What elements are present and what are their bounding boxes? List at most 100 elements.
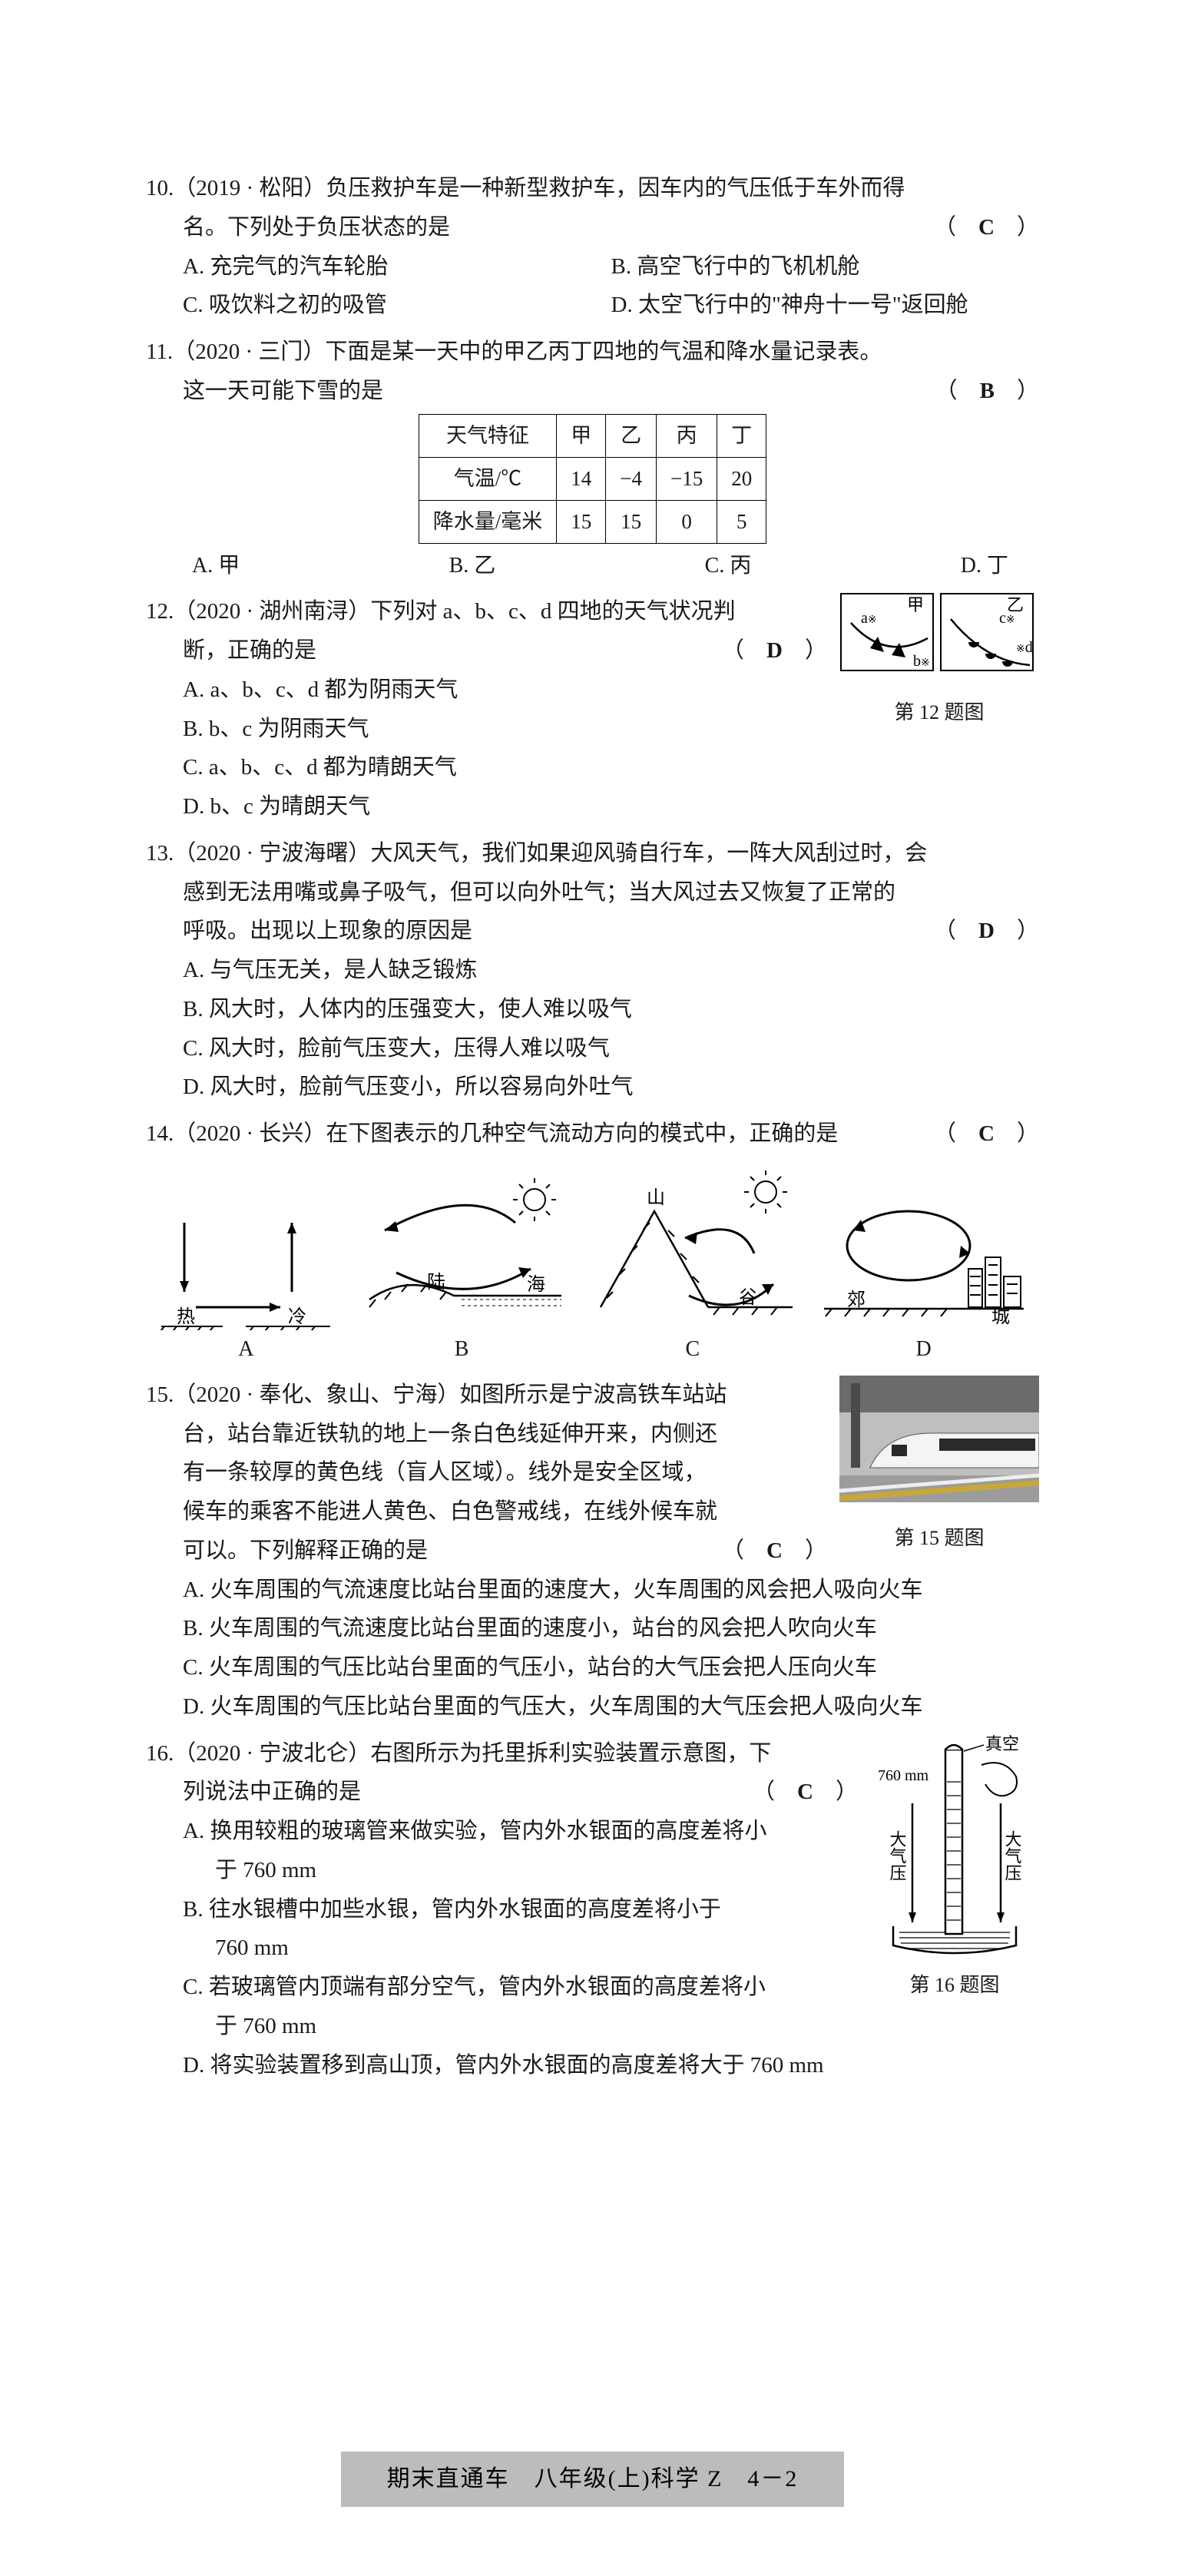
q11-optD: D. 丁 — [961, 547, 1008, 584]
q14-figC: 山 谷 C — [585, 1169, 800, 1368]
question-11: 11. （2020 · 三门）下面是某一天中的甲乙丙丁四地的气温和降水量记录表。… — [146, 333, 1039, 584]
q11-stem2: 这一天可能下雪的是 — [183, 379, 383, 403]
q13-optA: A. 与气压无关，是人缺乏锻炼 — [146, 951, 1039, 990]
label-valley: 谷 — [739, 1287, 757, 1308]
label-yi: 乙 — [1007, 595, 1024, 614]
question-15: 第 15 题图 15. （2020 · 奉化、象山、宁海）如图所示是宁波高铁车站… — [146, 1376, 1039, 1727]
q10-optB: B. 高空飞行中的飞机机舱 — [611, 247, 1017, 286]
q15-optC: C. 火车周围的气压比站台里面的气压小，站台的大气压会把人压向火车 — [146, 1648, 1039, 1687]
q14-label-B: B — [354, 1330, 569, 1368]
q14-stem: 在下图表示的几种空气流动方向的模式中，正确的是 — [326, 1121, 838, 1146]
q14-label-C: C — [585, 1330, 800, 1368]
label-760mm: 760 mm — [878, 1767, 929, 1784]
label-sea: 海 — [527, 1274, 545, 1295]
q11-optB: B. 乙 — [449, 547, 496, 584]
q14-number: 14. — [146, 1114, 174, 1154]
q12-stem2: 断，正确的是 — [183, 638, 316, 663]
question-13: 13. （2020 · 宁波海曙）大风天气，我们如果迎风骑自行车，一阵大风刮过时… — [146, 834, 1039, 1107]
q11-th3: 丙 — [657, 414, 717, 457]
q10-optC: C. 吸饮料之初的吸管 — [183, 286, 588, 325]
q10-optD: D. 太空飞行中的"神舟十一号"返回舱 — [611, 286, 1017, 325]
label-a: a※ — [861, 610, 877, 627]
q15-optB: B. 火车周围的气流速度比站台里面的速度小，站台的风会把人吹向火车 — [146, 1609, 1039, 1648]
q11-r1c4: 20 — [717, 457, 766, 500]
q13-optB: B. 风大时，人体内的压强变大，使人难以吸气 — [146, 990, 1039, 1029]
q13-number: 13. — [146, 834, 174, 873]
q12-optC: C. a、b、c、d 都为晴朗天气 — [146, 748, 1039, 787]
q16-number: 16. — [146, 1734, 174, 1773]
page: 10. （2019 · 松阳）负压救护车是一种新型救护车，因车内的气压低于车外而… — [0, 0, 1185, 2576]
q16-source: （2020 · 宁波北仑） — [174, 1741, 370, 1766]
q11-r2c2: 15 — [606, 501, 657, 544]
label-cold: 冷 — [288, 1306, 306, 1327]
q16-stem2: 列说法中正确的是 — [183, 1780, 361, 1804]
q11-r1c2: −4 — [606, 457, 657, 500]
q13-optD: D. 风大时，脸前气压变小，所以容易向外吐气 — [146, 1068, 1039, 1107]
q12-optD: D. b、c 为晴朗天气 — [146, 787, 1039, 826]
q14-figD: 郊 城 D — [816, 1184, 1031, 1368]
q16-torricelli-svg: 真空 760 mm 大气压 大气压 — [870, 1734, 1039, 1965]
question-12: 甲 乙 a※ b※ c※ ※d 第 12 题图 12. （2020 · 湖州南浔… — [146, 592, 1039, 826]
label-b: b※ — [913, 653, 930, 670]
q11-table: 天气特征 甲 乙 丙 丁 气温/℃ 14 −4 −15 20 降水量/毫米 15… — [419, 414, 766, 545]
q11-r1c1: 14 — [557, 457, 606, 500]
q12-stem1: 下列对 a、b、c、d 四地的天气状况判 — [370, 599, 735, 624]
q13-source: （2020 · 宁波海曙） — [174, 841, 370, 866]
q15-number: 15. — [146, 1376, 174, 1415]
q10-number: 10. — [146, 169, 174, 208]
q13-answer: D — [978, 919, 995, 943]
q12-fig-caption: 第 12 题图 — [839, 695, 1039, 730]
question-14: 14. （ C ） （2020 · 长兴）在下图表示的几种空气流动方向的模式中，… — [146, 1114, 1039, 1368]
label-jia: 甲 — [907, 595, 924, 614]
q11-optA: A. 甲 — [192, 547, 240, 584]
q11-th2: 乙 — [606, 414, 657, 457]
q11-stem1: 下面是某一天中的甲乙丙丁四地的气温和降水量记录表。 — [325, 339, 882, 364]
q11-r2c4: 5 — [717, 501, 766, 544]
q16-figure: 真空 760 mm 大气压 大气压 第 16 题图 — [870, 1734, 1039, 2003]
label-p2: 大气压 — [1003, 1830, 1022, 1881]
q13-stem1: 大风天气，我们如果迎风骑自行车，一阵大风刮过时，会 — [370, 841, 927, 866]
q15-stem1: 如图所示是宁波高铁车站站 — [459, 1382, 727, 1407]
q11-r2c3: 0 — [657, 501, 717, 544]
q12-figure: 甲 乙 a※ b※ c※ ※d 第 12 题图 — [839, 592, 1039, 730]
label-p1: 大气压 — [888, 1830, 907, 1881]
label-hot: 热 — [177, 1306, 195, 1327]
label-land: 陆 — [427, 1272, 445, 1293]
q16-fig-caption: 第 16 题图 — [870, 1968, 1039, 2003]
q12-answer: D — [766, 638, 783, 663]
q16-stem1: 右图所示为托里拆利实验装置示意图，下 — [370, 1741, 771, 1766]
q11-th0: 天气特征 — [419, 414, 557, 457]
q11-r1c3: −15 — [657, 457, 717, 500]
q16-answer: C — [797, 1780, 813, 1804]
q11-number: 11. — [146, 333, 173, 372]
q15-figure: 第 15 题图 — [839, 1376, 1039, 1556]
q11-r2c0: 降水量/毫米 — [419, 501, 557, 544]
q15-stem5: 可以。下列解释正确的是 — [183, 1538, 428, 1563]
page-footer: 期末直通车 八年级(上)科学 Z 4－2 — [0, 2452, 1185, 2508]
q14-figB: 陆 海 B — [354, 1177, 569, 1368]
q14-label-A: A — [154, 1330, 338, 1368]
table-row: 天气特征 甲 乙 丙 丁 — [419, 414, 766, 457]
q14-source: （2020 · 长兴） — [174, 1121, 326, 1146]
q15-optA: A. 火车周围的气流速度比站台里面的速度大，火车周围的风会把人吸向火车 — [146, 1571, 1039, 1610]
q10-answer: C — [978, 215, 995, 240]
q10-optA: A. 充完气的汽车轮胎 — [183, 247, 588, 286]
q15-fig-caption: 第 15 题图 — [839, 1521, 1039, 1556]
label-mountain: 山 — [647, 1187, 665, 1208]
q16-optD: D. 将实验装置移到高山顶，管内外水银面的高度差将大于 760 mm — [146, 2046, 1039, 2085]
q11-r2c1: 15 — [557, 501, 606, 544]
q11-r1c0: 气温/℃ — [419, 457, 557, 500]
footer-text: 期末直通车 八年级(上)科学 Z 4－2 — [341, 2452, 845, 2508]
table-row: 降水量/毫米 15 15 0 5 — [419, 501, 766, 544]
q12-source: （2020 · 湖州南浔） — [174, 599, 370, 624]
q14-figA: 热 冷 A — [154, 1192, 338, 1368]
q11-optC: C. 丙 — [705, 547, 752, 584]
q11-source: （2020 · 三门） — [173, 339, 325, 364]
q15-train-svg — [839, 1376, 1039, 1518]
label-suburb: 郊 — [847, 1290, 866, 1310]
q14-label-D: D — [816, 1330, 1031, 1368]
q10-source: （2019 · 松阳） — [174, 176, 326, 200]
q16-answer-wrap: （ C ） — [753, 1773, 858, 1812]
q14-answer-wrap: （ C ） — [934, 1114, 1039, 1154]
q10-answer-wrap: （ C ） — [934, 208, 1039, 247]
